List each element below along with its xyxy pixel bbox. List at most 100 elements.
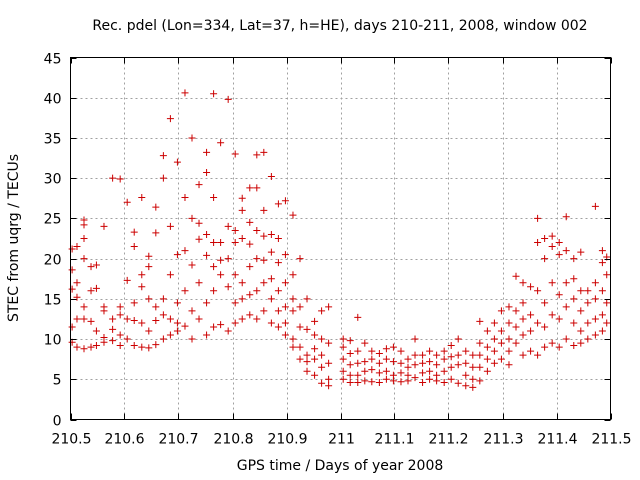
data-point xyxy=(534,319,542,327)
data-point xyxy=(584,287,592,295)
data-point xyxy=(548,279,556,287)
data-point xyxy=(419,369,427,377)
data-point xyxy=(311,355,319,363)
data-point xyxy=(426,375,434,383)
data-point xyxy=(534,239,542,247)
y-axis-label: STEC from uqrg / TECUs xyxy=(6,154,22,322)
data-point xyxy=(123,335,131,343)
data-point xyxy=(123,315,131,323)
data-point xyxy=(173,319,181,327)
data-point xyxy=(389,377,397,385)
data-point xyxy=(454,379,462,387)
data-point xyxy=(591,279,599,287)
data-point xyxy=(541,255,549,263)
data-point xyxy=(534,287,542,295)
data-point xyxy=(490,347,498,355)
data-point xyxy=(368,378,376,386)
data-point xyxy=(519,315,527,323)
data-point xyxy=(555,251,563,259)
data-point xyxy=(382,375,390,383)
data-point xyxy=(562,247,570,255)
data-point xyxy=(555,343,563,351)
data-point xyxy=(490,319,498,327)
data-point xyxy=(145,263,153,271)
y-tick-label: 40 xyxy=(44,92,62,108)
data-point xyxy=(469,363,477,371)
data-point xyxy=(519,331,527,339)
data-point xyxy=(253,151,261,159)
data-point xyxy=(555,291,563,299)
data-point xyxy=(454,335,462,343)
data-point xyxy=(274,307,282,315)
data-point xyxy=(303,325,311,333)
data-point xyxy=(210,193,218,201)
data-point xyxy=(361,377,369,385)
data-point xyxy=(311,331,319,339)
data-point xyxy=(419,378,427,386)
data-point xyxy=(555,315,563,323)
data-point xyxy=(246,311,254,319)
data-point xyxy=(562,279,570,287)
data-point xyxy=(152,317,160,325)
data-point xyxy=(130,228,138,236)
data-point xyxy=(490,335,498,343)
y-tick-label: 35 xyxy=(44,132,62,148)
data-point xyxy=(505,361,513,369)
data-point xyxy=(397,378,405,386)
data-point xyxy=(483,355,491,363)
data-point xyxy=(109,315,117,323)
data-point xyxy=(598,311,606,319)
data-point xyxy=(238,279,246,287)
data-point xyxy=(527,327,535,335)
data-point xyxy=(224,255,232,263)
data-point xyxy=(152,303,160,311)
data-point xyxy=(87,263,95,271)
data-point xyxy=(87,317,95,325)
data-point xyxy=(281,303,289,311)
data-point xyxy=(346,337,354,345)
data-point xyxy=(368,355,376,363)
data-point xyxy=(267,319,275,327)
data-point xyxy=(440,347,448,355)
data-point xyxy=(318,335,326,343)
data-point xyxy=(210,263,218,271)
data-point xyxy=(548,243,556,251)
data-point xyxy=(123,198,131,206)
data-point xyxy=(166,331,174,339)
data-point xyxy=(231,271,239,279)
data-point xyxy=(224,327,232,335)
data-point xyxy=(603,271,611,279)
data-point xyxy=(145,327,153,335)
data-point xyxy=(159,335,167,343)
data-point xyxy=(368,347,376,355)
data-point xyxy=(476,317,484,325)
plot-frame xyxy=(70,57,611,420)
data-point xyxy=(87,343,95,351)
data-point xyxy=(281,319,289,327)
data-point xyxy=(591,315,599,323)
data-point xyxy=(68,245,76,253)
data-point xyxy=(426,347,434,355)
data-point xyxy=(577,287,585,295)
data-point xyxy=(188,307,196,315)
data-point xyxy=(397,347,405,355)
data-point xyxy=(469,375,477,383)
x-tick-label: 211.1 xyxy=(374,432,414,448)
data-point xyxy=(375,359,383,367)
data-point xyxy=(598,287,606,295)
data-point xyxy=(476,377,484,385)
data-point xyxy=(296,355,304,363)
data-point xyxy=(80,221,88,229)
y-tick-label: 20 xyxy=(44,253,62,269)
data-point xyxy=(166,115,174,123)
data-point xyxy=(217,271,225,279)
data-point xyxy=(527,311,535,319)
data-point xyxy=(462,347,470,355)
data-point xyxy=(354,371,362,379)
data-point xyxy=(462,382,470,390)
data-point xyxy=(210,287,218,295)
data-point xyxy=(541,235,549,242)
data-point xyxy=(469,383,477,391)
data-point xyxy=(541,343,549,351)
data-point xyxy=(260,206,268,214)
